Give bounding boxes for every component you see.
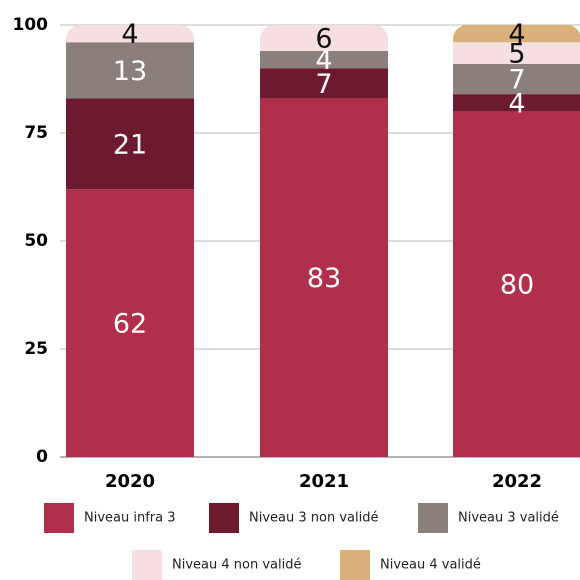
legend-label: Niveau 3 non validé xyxy=(249,511,378,526)
value-label: 13 xyxy=(113,56,147,87)
bar-segment xyxy=(66,42,194,99)
y-tick-label: 100 xyxy=(13,15,49,35)
bar-segment xyxy=(260,50,388,69)
value-label: 4 xyxy=(508,19,525,50)
value-label: 21 xyxy=(113,129,147,160)
y-tick-label: 75 xyxy=(24,123,48,143)
value-label: 4 xyxy=(121,19,138,50)
legend-swatch xyxy=(340,550,370,580)
bar-segment xyxy=(66,189,194,457)
bar-segment xyxy=(453,63,580,95)
legend-swatch xyxy=(418,503,448,533)
bar-segment xyxy=(453,25,580,43)
value-label: 6 xyxy=(315,23,332,54)
value-label: 62 xyxy=(113,309,147,340)
value-label: 83 xyxy=(307,263,341,294)
bar-stack xyxy=(260,25,388,457)
legend-swatch xyxy=(209,503,239,533)
value-label: 4 xyxy=(508,88,525,119)
bar-segment xyxy=(453,94,580,112)
legend-swatch xyxy=(44,503,74,533)
value-label: 80 xyxy=(500,270,534,301)
bar-stack xyxy=(66,25,194,457)
x-tick-label: 2022 xyxy=(492,471,542,492)
legend-label: Niveau 4 validé xyxy=(380,558,481,573)
bar-segment xyxy=(260,68,388,99)
bar-segment xyxy=(453,111,580,458)
x-tick-label: 2021 xyxy=(299,471,349,492)
legend-label: Niveau 4 non validé xyxy=(172,558,301,573)
y-tick-label: 50 xyxy=(24,231,48,251)
value-label: 7 xyxy=(315,69,332,100)
legend-label: Niveau infra 3 xyxy=(84,511,176,526)
legend-swatch xyxy=(132,550,162,580)
bar-segment xyxy=(260,98,388,457)
x-tick-label: 2020 xyxy=(105,471,155,492)
value-label: 4 xyxy=(315,45,332,76)
y-tick-label: 0 xyxy=(36,447,48,467)
value-label: 7 xyxy=(508,65,525,96)
bar-stack xyxy=(453,25,580,458)
bar-segment xyxy=(66,98,194,190)
bar-segment xyxy=(66,25,194,43)
y-tick-label: 25 xyxy=(24,339,48,359)
legend-label: Niveau 3 validé xyxy=(458,511,559,526)
bar-segment xyxy=(260,25,388,51)
bar-segment xyxy=(453,42,580,64)
value-label: 5 xyxy=(508,39,525,70)
